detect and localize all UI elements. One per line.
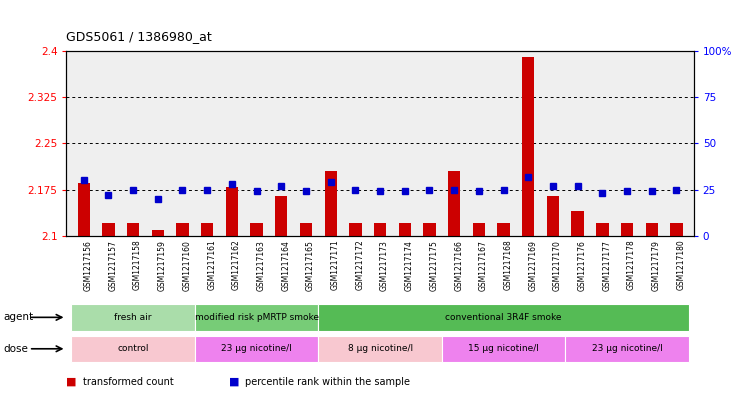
- Text: GSM1217164: GSM1217164: [281, 240, 290, 290]
- Bar: [127, 224, 139, 236]
- Text: GSM1217173: GSM1217173: [380, 240, 389, 290]
- Text: agent: agent: [4, 312, 34, 322]
- Text: ■: ■: [229, 377, 239, 387]
- Text: GSM1217160: GSM1217160: [182, 240, 191, 290]
- Text: GSM1217177: GSM1217177: [602, 240, 611, 290]
- Bar: [547, 196, 559, 236]
- Bar: [424, 224, 435, 236]
- Text: GSM1217176: GSM1217176: [578, 240, 587, 290]
- Text: control: control: [117, 344, 149, 353]
- Text: dose: dose: [4, 344, 29, 354]
- Text: GSM1217162: GSM1217162: [232, 240, 241, 290]
- Bar: [103, 224, 114, 236]
- Bar: [250, 224, 263, 236]
- Text: conventional 3R4F smoke: conventional 3R4F smoke: [445, 313, 562, 322]
- Bar: [226, 187, 238, 236]
- Text: 8 μg nicotine/l: 8 μg nicotine/l: [348, 344, 413, 353]
- Text: GSM1217180: GSM1217180: [677, 240, 686, 290]
- Text: GSM1217168: GSM1217168: [503, 240, 513, 290]
- Bar: [571, 211, 584, 236]
- Text: GSM1217179: GSM1217179: [652, 240, 661, 290]
- Bar: [472, 224, 485, 236]
- Bar: [374, 224, 386, 236]
- Text: GSM1217159: GSM1217159: [158, 240, 167, 290]
- Bar: [201, 224, 213, 236]
- Text: GSM1217166: GSM1217166: [454, 240, 463, 290]
- Bar: [72, 336, 195, 362]
- Bar: [318, 304, 689, 331]
- Text: GSM1217170: GSM1217170: [553, 240, 562, 290]
- Bar: [399, 224, 411, 236]
- Text: GSM1217156: GSM1217156: [83, 240, 93, 290]
- Text: GSM1217158: GSM1217158: [133, 240, 142, 290]
- Bar: [77, 184, 90, 236]
- Bar: [195, 304, 318, 331]
- Text: 15 μg nicotine/l: 15 μg nicotine/l: [468, 344, 539, 353]
- Bar: [176, 224, 189, 236]
- Text: GSM1217161: GSM1217161: [207, 240, 216, 290]
- Text: GSM1217169: GSM1217169: [528, 240, 537, 290]
- Bar: [275, 196, 288, 236]
- Text: GSM1217172: GSM1217172: [356, 240, 365, 290]
- Text: GSM1217165: GSM1217165: [306, 240, 315, 290]
- Bar: [497, 224, 510, 236]
- Bar: [300, 224, 312, 236]
- Text: GSM1217174: GSM1217174: [404, 240, 414, 290]
- Bar: [646, 224, 658, 236]
- Text: fresh air: fresh air: [114, 313, 152, 322]
- Text: GDS5061 / 1386980_at: GDS5061 / 1386980_at: [66, 30, 212, 43]
- Bar: [72, 304, 195, 331]
- Text: percentile rank within the sample: percentile rank within the sample: [245, 377, 410, 387]
- Bar: [621, 224, 633, 236]
- Bar: [522, 57, 534, 236]
- Bar: [195, 336, 318, 362]
- Bar: [442, 336, 565, 362]
- Bar: [565, 336, 689, 362]
- Text: GSM1217175: GSM1217175: [430, 240, 438, 290]
- Text: GSM1217167: GSM1217167: [479, 240, 488, 290]
- Bar: [151, 230, 164, 236]
- Text: GSM1217163: GSM1217163: [257, 240, 266, 290]
- Text: ■: ■: [66, 377, 77, 387]
- Text: modified risk pMRTP smoke: modified risk pMRTP smoke: [195, 313, 319, 322]
- Bar: [318, 336, 442, 362]
- Text: transformed count: transformed count: [83, 377, 173, 387]
- Text: 23 μg nicotine/l: 23 μg nicotine/l: [221, 344, 292, 353]
- Bar: [325, 171, 337, 236]
- Text: GSM1217178: GSM1217178: [627, 240, 636, 290]
- Bar: [596, 224, 609, 236]
- Text: 23 μg nicotine/l: 23 μg nicotine/l: [592, 344, 663, 353]
- Bar: [349, 224, 362, 236]
- Bar: [670, 224, 683, 236]
- Bar: [448, 171, 461, 236]
- Text: GSM1217171: GSM1217171: [331, 240, 339, 290]
- Text: GSM1217157: GSM1217157: [108, 240, 117, 290]
